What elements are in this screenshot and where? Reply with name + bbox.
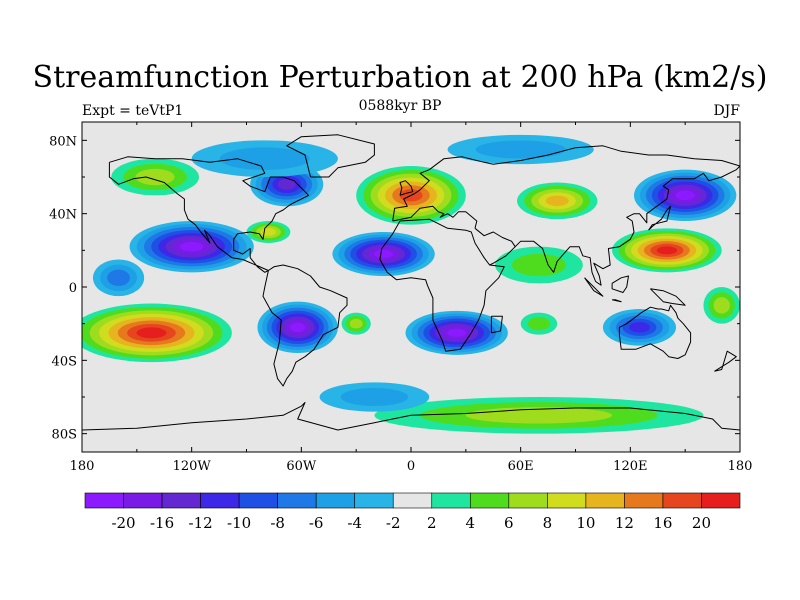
contour-band-16-1 <box>340 387 409 407</box>
coastline-9 <box>286 134 375 178</box>
contour-band-3-5 <box>277 179 296 190</box>
coastline-7 <box>618 304 692 359</box>
coastline-5 <box>474 227 516 266</box>
colorbar-label: -10 <box>227 514 251 532</box>
y-tick-label: 40S <box>52 354 77 369</box>
colorbar-label: -8 <box>270 514 285 532</box>
coastline-4 <box>392 205 478 229</box>
colorbar-swatch <box>161 492 201 509</box>
colorbar-label: 16 <box>653 514 672 532</box>
colorbar-swatch <box>547 492 587 509</box>
contour-band-17-1 <box>219 147 310 170</box>
coastline-3 <box>392 145 740 222</box>
colorbar-label: 2 <box>427 514 437 532</box>
colorbar-swatch <box>200 492 240 509</box>
colorbar-label: -16 <box>150 514 174 532</box>
contour-band-21-2 <box>713 297 730 314</box>
contour-band-20-2 <box>107 269 130 286</box>
coastline-16 <box>490 315 503 334</box>
contour-band-5-7 <box>374 249 394 259</box>
coastlines <box>82 134 740 431</box>
colorbar-swatch <box>277 492 317 509</box>
contour-band-9-7 <box>675 190 695 201</box>
x-tick-label: 120W <box>173 459 212 474</box>
colorbar-swatch <box>238 492 278 509</box>
x-tick-label: 180 <box>728 459 753 474</box>
coastline-11 <box>648 205 671 231</box>
colorbar-swatch <box>315 492 356 509</box>
coastline-13 <box>611 299 622 303</box>
colorbar-swatch <box>392 492 433 509</box>
contour-band-1-7 <box>136 327 167 339</box>
colorbar-swatch <box>354 492 394 509</box>
colorbar-label: 8 <box>543 514 553 532</box>
coastline-12 <box>584 277 604 297</box>
streamfunction-field <box>82 134 740 434</box>
x-tick-label: 180 <box>70 459 95 474</box>
colorbar-swatch <box>662 492 702 509</box>
colorbar-label: 10 <box>576 514 595 532</box>
colorbar-label: -2 <box>386 514 401 532</box>
contour-band-18-1 <box>475 140 566 159</box>
coastline-14 <box>611 275 629 293</box>
season-label: DJF <box>713 103 740 119</box>
contour-band-10-7 <box>656 246 678 255</box>
coastline-6 <box>514 165 740 286</box>
x-tick-label: 0 <box>407 459 415 474</box>
contour-band-0-7 <box>180 241 204 252</box>
y-tick-label: 80N <box>49 134 77 149</box>
coastline-0 <box>108 156 310 273</box>
colorbar-label: 20 <box>692 514 711 532</box>
x-tick-label: 120E <box>613 459 647 474</box>
y-tick-label: 40N <box>49 208 77 223</box>
colorbar: -20 -16 -12 -10 -8 -6 -4 -2 2 4 6 8 10 12 16 20 <box>84 492 741 532</box>
coastline-17 <box>714 350 737 372</box>
contour-band-2-7 <box>290 322 306 333</box>
contour-band-11-4 <box>629 322 650 333</box>
contour-band-12-1 <box>511 253 566 277</box>
x-tick-label: 60W <box>286 459 317 474</box>
colorbar-swatch <box>431 492 471 509</box>
colorbar-swatch <box>469 492 510 509</box>
contour-band-13-2 <box>349 318 363 329</box>
colorbar-swatch <box>508 492 548 509</box>
coastline-2 <box>379 218 505 352</box>
colorbar-label: -4 <box>347 514 362 532</box>
coastline-10 <box>399 180 414 196</box>
experiment-label: Expt = teVtP1 <box>82 103 184 119</box>
contour-band-19-2 <box>135 168 175 186</box>
contour-band-7-7 <box>447 328 467 337</box>
coastline-1 <box>262 264 348 387</box>
colorbar-swatch <box>701 492 741 509</box>
coastline-15 <box>650 288 686 306</box>
y-tick-label: 80S <box>52 428 77 443</box>
coastline-8 <box>82 402 740 431</box>
colorbar-label: 12 <box>615 514 634 532</box>
contour-band-4-3 <box>260 228 277 236</box>
colorbar-swatch <box>585 492 625 509</box>
chart-title: Streamfunction Perturbation at 200 hPa (… <box>32 60 768 95</box>
colorbar-swatch <box>123 492 163 509</box>
period-label: 0588kyr BP <box>358 98 442 114</box>
colorbar-label: 6 <box>504 514 514 532</box>
colorbar-swatch <box>624 492 664 509</box>
x-tick-label: 60E <box>508 459 534 474</box>
colorbar-label: -12 <box>189 514 213 532</box>
colorbar-label: 4 <box>466 514 476 532</box>
contour-band-8-4 <box>545 195 569 207</box>
colorbar-label: -6 <box>309 514 324 532</box>
colorbar-label: -20 <box>111 514 135 532</box>
contour-band-14-1 <box>527 316 551 331</box>
colorbar-swatch <box>84 492 124 509</box>
y-tick-label: 0 <box>69 281 77 296</box>
